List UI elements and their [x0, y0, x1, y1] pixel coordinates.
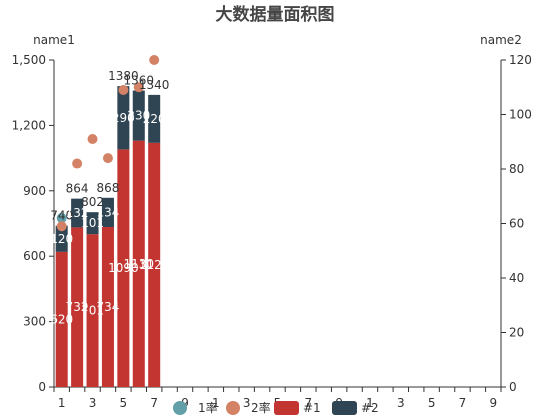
- bar-label: 290: [112, 111, 135, 125]
- x-tick-label: 3: [89, 396, 97, 410]
- bar-label: 1120: [139, 258, 170, 272]
- bar-series1: [86, 234, 99, 387]
- legend-label: 1率: [198, 400, 218, 415]
- point-rate2: [149, 55, 160, 65]
- bar-total-label: 740: [50, 209, 73, 223]
- y-right-tick-label: 60: [509, 217, 524, 231]
- x-tick-label: 1: [366, 396, 374, 410]
- x-tick-label: 7: [150, 396, 158, 410]
- bar-series2: [148, 94, 161, 143]
- x-tick-label: 3: [243, 396, 251, 410]
- bar-series1: [132, 140, 145, 387]
- point-rate2: [72, 158, 83, 169]
- bar-total-label: 802: [81, 195, 104, 209]
- x-tick-label: 9: [489, 396, 497, 410]
- x-tick-label: 5: [428, 396, 436, 410]
- y-left-tick-label: 600: [23, 249, 46, 263]
- bar-series1: [71, 227, 84, 387]
- x-tick-label: 7: [305, 396, 313, 410]
- point-rate2: [87, 134, 98, 145]
- legend-swatch-series1: [274, 401, 299, 415]
- legend-label: #2: [361, 401, 379, 415]
- bar-series1: [101, 226, 114, 387]
- legend-label: 2率: [251, 400, 271, 415]
- x-tick-label: 5: [120, 396, 128, 410]
- point-rate2: [102, 153, 113, 164]
- bar-series1: [55, 251, 68, 387]
- y-left-axis-name: name1: [33, 33, 75, 47]
- bar-label: 101: [81, 216, 104, 230]
- bar-label: 132: [66, 206, 89, 220]
- y-left-tick-label: 0: [38, 380, 46, 394]
- y-right-tick-label: 120: [509, 53, 532, 67]
- bar-label: 732: [66, 300, 89, 314]
- bar-label: 701: [81, 304, 104, 318]
- bar-total-label: 868: [96, 181, 119, 195]
- bar-series2: [101, 197, 114, 227]
- bar-total-label: 864: [66, 182, 89, 196]
- legend-swatch-rate2: [226, 401, 240, 415]
- bar-label: 1090: [108, 261, 139, 275]
- bar-label: 134: [96, 205, 119, 219]
- chart-title: 大数据量面积图: [216, 4, 335, 25]
- x-tick-label: 7: [459, 396, 467, 410]
- y-left-tick-label: 1,200: [12, 118, 46, 132]
- bar-label: 220: [143, 112, 166, 126]
- bar-series2: [55, 225, 68, 252]
- bar-series2: [117, 86, 130, 150]
- point-rate2: [118, 84, 129, 95]
- bar-series2: [86, 212, 99, 235]
- bar-label: 1130: [124, 257, 155, 271]
- point-rate2: [133, 82, 144, 93]
- x-tick-label: 1: [212, 396, 220, 410]
- bar-series2: [132, 90, 145, 141]
- labels: 620 120 740 732 132 864 701 101 802 734 134 868 1090…: [50, 69, 169, 326]
- legend-swatch-series2: [332, 401, 357, 415]
- bar-label: 230: [127, 109, 150, 123]
- x-tick-label: 3: [397, 396, 405, 410]
- points: [56, 55, 160, 232]
- x-tick-label: 1: [58, 396, 66, 410]
- legend-swatch-rate1: [173, 401, 187, 415]
- bar-total-label: 1360: [124, 74, 155, 88]
- bar-series1: [117, 149, 130, 387]
- y-right-tick-label: 0: [509, 380, 517, 394]
- y-right-tick-label: 20: [509, 326, 524, 340]
- bar-label: 620: [50, 312, 73, 326]
- point-rate2: [56, 221, 67, 232]
- x-tick-label: 9: [181, 396, 189, 410]
- bar-series2: [71, 198, 84, 228]
- bar-series1: [148, 142, 161, 387]
- legend-label: #1: [303, 401, 321, 415]
- y-left-tick-label: 900: [23, 184, 46, 198]
- bar-label: 734: [96, 300, 119, 314]
- y-right-tick-label: 100: [509, 108, 532, 122]
- point-rate1: [56, 213, 67, 224]
- legend[interactable]: 1率 2率 #1 #2: [173, 400, 379, 415]
- y-right-axis-name: name2: [480, 33, 522, 47]
- y-left-tick-label: 1,500: [12, 53, 46, 67]
- bar-total-label: 1380: [108, 69, 139, 83]
- y-left-tick-label: 300: [23, 315, 46, 329]
- bar-total-label: 1340: [139, 78, 170, 92]
- y-right-tick-label: 80: [509, 162, 524, 176]
- bars: [55, 86, 161, 387]
- y-right-tick-label: 40: [509, 271, 524, 285]
- bar-label: 120: [50, 232, 73, 246]
